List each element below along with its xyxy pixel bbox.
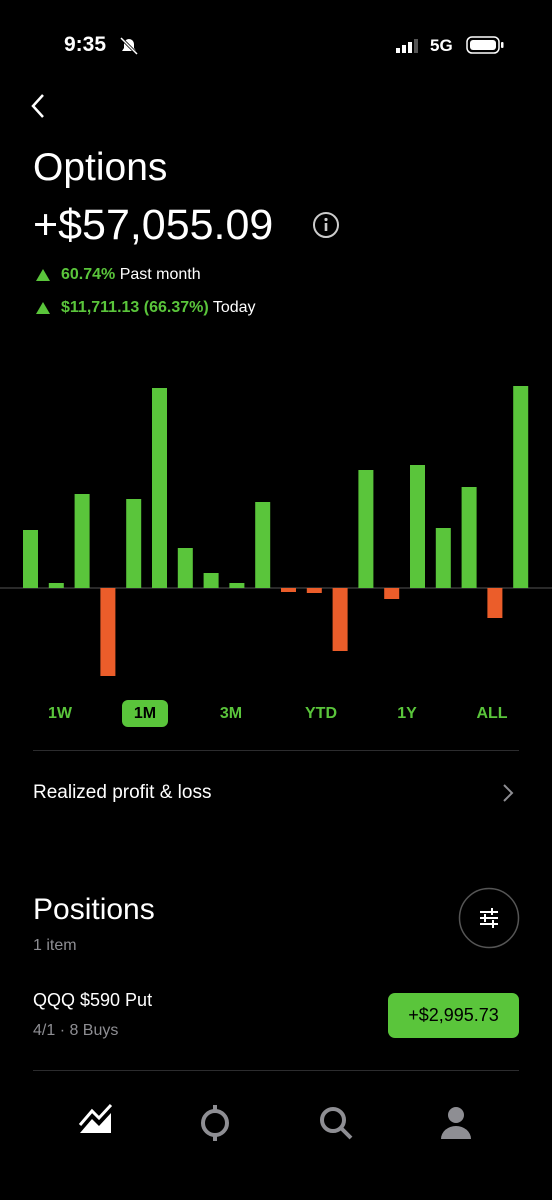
network: 5G — [430, 36, 453, 55]
change-amount: 60.74% — [61, 266, 116, 283]
bar — [74, 494, 90, 588]
time: 9:35 — [64, 33, 107, 56]
bar — [23, 530, 38, 588]
change-period: Today — [212, 299, 256, 316]
bar — [332, 588, 348, 651]
position-detail: 4/1 · 8 Buys — [33, 1022, 119, 1039]
change-period: Past month — [119, 266, 201, 283]
tab-bar — [78, 1103, 471, 1141]
range-button[interactable]: YTD — [305, 705, 337, 722]
bar — [255, 502, 271, 588]
bar — [487, 588, 503, 618]
info-button[interactable] — [312, 211, 340, 239]
bar — [281, 588, 296, 592]
position-value[interactable]: +$2,995.73 — [388, 993, 519, 1038]
battery-icon — [466, 36, 504, 54]
bar — [48, 583, 64, 588]
tab-investing[interactable] — [78, 1103, 113, 1133]
bar — [410, 465, 425, 588]
bar — [203, 573, 219, 588]
bar — [177, 548, 193, 588]
filter-button[interactable] — [458, 887, 520, 949]
bar — [384, 588, 400, 599]
realized-link[interactable]: Realized profit & loss — [33, 782, 212, 803]
range-button[interactable]: 3M — [219, 705, 243, 722]
back-button[interactable] — [28, 92, 50, 120]
divider — [33, 750, 519, 751]
bar — [358, 470, 374, 588]
up-arrow — [36, 269, 50, 281]
tab-crypto[interactable] — [201, 1105, 229, 1141]
bar — [229, 583, 245, 588]
bar — [513, 386, 529, 588]
up-arrow — [36, 302, 50, 314]
tab-account[interactable] — [441, 1107, 471, 1139]
tab-search[interactable] — [320, 1107, 353, 1140]
bar — [152, 388, 167, 588]
page-title: Options — [33, 146, 168, 189]
total-value: +$57,055.09 — [33, 201, 274, 249]
silent-icon — [119, 36, 139, 56]
signal-icon — [396, 39, 418, 53]
divider — [33, 1070, 519, 1071]
range-button[interactable]: 1M — [122, 700, 168, 727]
bar — [306, 588, 322, 593]
chevron — [503, 784, 514, 802]
positions-count: 1 item — [33, 937, 77, 954]
bar — [435, 528, 451, 588]
position-name[interactable]: QQQ $590 Put — [33, 990, 153, 1010]
pnl-chart — [0, 386, 552, 676]
bar — [100, 588, 116, 676]
range-button[interactable]: 1Y — [397, 705, 417, 722]
positions-title: Positions — [33, 893, 155, 926]
bar — [461, 487, 477, 588]
change-amount: $11,711.13 (66.37%) — [61, 299, 209, 316]
bar — [126, 499, 142, 588]
range-button[interactable]: ALL — [476, 705, 508, 722]
range-button[interactable]: 1W — [48, 705, 72, 722]
